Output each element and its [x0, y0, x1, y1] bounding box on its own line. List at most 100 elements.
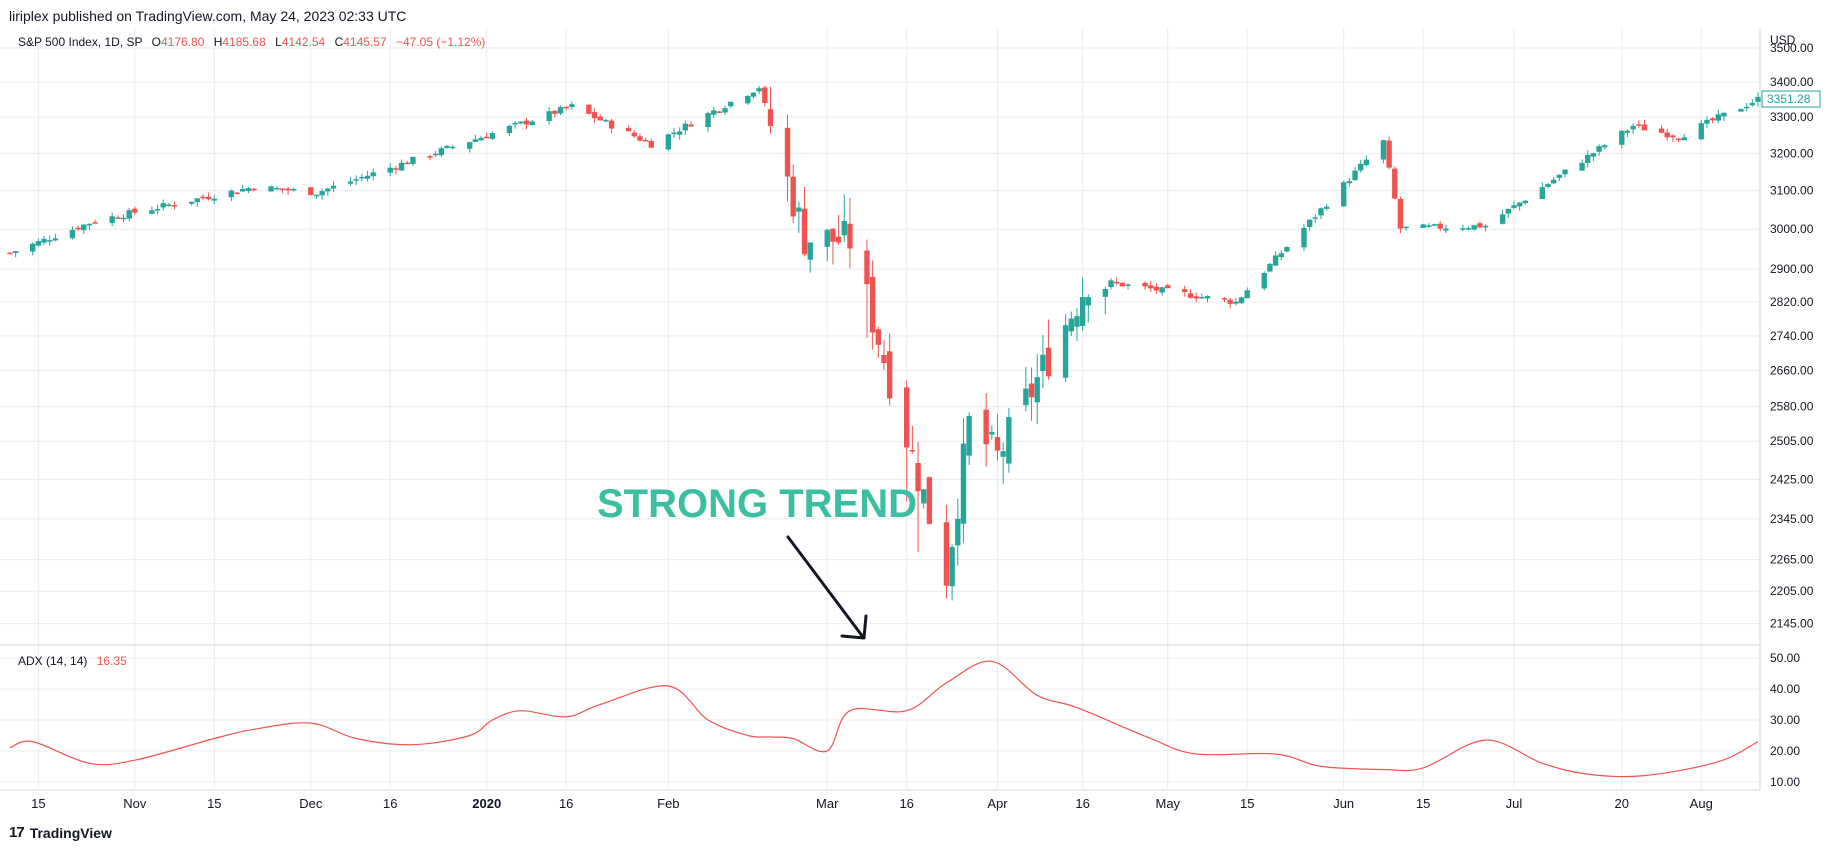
candle-up	[467, 142, 473, 149]
candle-up	[1590, 153, 1597, 157]
candle-up	[949, 547, 955, 587]
price-tick-label: 2580.00	[1770, 400, 1814, 414]
candle-up	[1681, 137, 1687, 141]
candle-up	[228, 190, 235, 198]
time-tick-label: Aug	[1690, 796, 1713, 811]
candle-up	[807, 242, 813, 260]
candle-up	[1471, 225, 1477, 230]
tradingview-logo[interactable]: 17 TradingView	[9, 824, 112, 841]
candle-up	[722, 108, 728, 113]
candle-up	[319, 191, 325, 196]
high-label: H	[214, 35, 223, 49]
time-tick-label: 16	[899, 796, 913, 811]
candle-up	[109, 216, 115, 223]
time-tick-label: 20	[1615, 796, 1629, 811]
candle-up	[126, 210, 132, 219]
candle-down	[523, 120, 530, 125]
candle-up	[1482, 225, 1489, 228]
price-tick-label: 2740.00	[1770, 329, 1814, 343]
candle-up	[711, 110, 717, 115]
candle-up	[921, 489, 927, 504]
candle-up	[1079, 297, 1086, 326]
candle-down	[563, 106, 569, 109]
candle-down	[864, 250, 870, 285]
candle-up	[1585, 154, 1591, 163]
time-tick-label: Feb	[657, 796, 679, 811]
candle-up	[449, 146, 456, 149]
annotation-arrow	[786, 535, 868, 640]
adx-tick-label: 30.00	[1770, 713, 1800, 727]
candle-down	[994, 437, 1001, 451]
candle-up	[325, 188, 331, 192]
candle-up	[166, 204, 172, 207]
candle-up	[41, 238, 47, 243]
candle-up	[370, 172, 376, 177]
candle-up	[1074, 316, 1080, 327]
candle-down	[648, 140, 655, 148]
candle-up	[1550, 179, 1557, 184]
candle-up	[1085, 297, 1092, 306]
candle-up	[432, 153, 439, 156]
candle-up	[569, 104, 575, 108]
candle-up	[665, 134, 672, 150]
candle-up	[359, 176, 365, 179]
candle-up	[1341, 182, 1347, 207]
candle-up	[188, 201, 195, 204]
candle-up	[268, 186, 274, 192]
candle-up	[506, 125, 513, 134]
price-tick-label: 3200.00	[1770, 146, 1814, 160]
candle-down	[552, 110, 558, 114]
candle-up	[1465, 228, 1472, 230]
candle-up	[1704, 119, 1710, 124]
candle-up	[966, 416, 972, 456]
candle-down	[1386, 140, 1392, 168]
candle-up	[35, 241, 42, 246]
time-tick-label: May	[1155, 796, 1180, 811]
adx-line	[9, 660, 1759, 778]
candle-up	[1596, 146, 1602, 152]
candle-up	[1522, 200, 1529, 204]
candle-up	[512, 122, 518, 125]
candle-up	[1023, 388, 1029, 406]
candle-up	[546, 111, 552, 121]
adx-tick-label: 10.00	[1770, 775, 1800, 789]
candle-up	[1443, 228, 1449, 231]
candle-down	[1641, 124, 1648, 131]
candle-up	[1318, 208, 1324, 216]
candle-down	[1119, 282, 1126, 287]
price-tick-label: 2820.00	[1770, 295, 1814, 309]
candle-up	[529, 121, 535, 126]
candle-down	[1670, 135, 1676, 138]
candle-down	[1664, 132, 1670, 138]
candle-up	[1630, 125, 1636, 130]
candle-up	[1102, 288, 1109, 297]
candle-up	[1125, 284, 1131, 286]
low-label: L	[275, 35, 282, 49]
candle-down	[688, 124, 694, 127]
candle-up	[347, 181, 354, 184]
candle-up	[1516, 202, 1523, 207]
candle-up	[1556, 174, 1563, 178]
price-tick-label: 3000.00	[1770, 222, 1814, 236]
candle-up	[1426, 225, 1432, 227]
price-tick-label: 2345.00	[1770, 512, 1814, 526]
candle-up	[1272, 255, 1279, 266]
high-value: 4185.68	[222, 35, 266, 49]
last-price-tag: 3351.28	[1761, 90, 1821, 108]
candle-down	[1028, 383, 1035, 398]
candle-down	[762, 87, 768, 104]
candle-up	[745, 95, 751, 104]
candle-up	[1749, 102, 1756, 106]
candle-down	[716, 111, 723, 113]
candle-up	[387, 167, 393, 173]
candle-up	[1579, 162, 1585, 171]
adx-tick-label: 50.00	[1770, 651, 1800, 665]
candle-down	[1477, 223, 1483, 228]
candle-up	[1363, 159, 1370, 166]
candle-up	[1244, 290, 1250, 299]
close-value: 4145.57	[343, 35, 387, 49]
candle-up	[160, 203, 166, 208]
candle-down	[1187, 293, 1194, 298]
candle-up	[330, 185, 337, 189]
